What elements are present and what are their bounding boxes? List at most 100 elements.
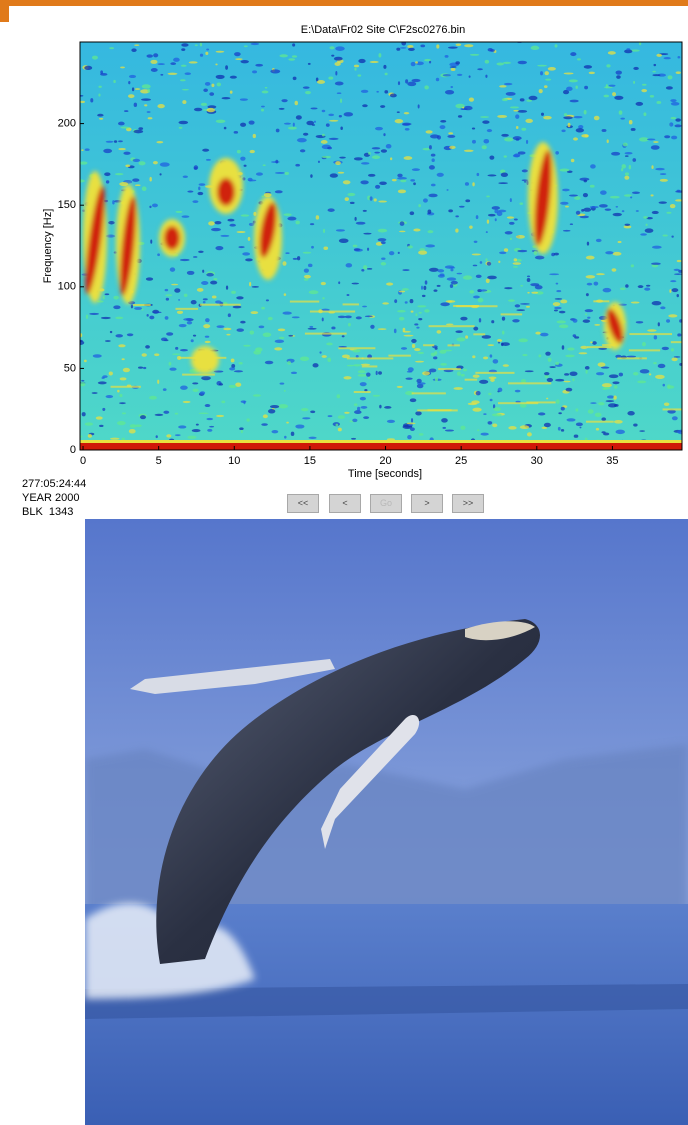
texture-dot <box>281 99 287 102</box>
texture-dot <box>437 330 442 334</box>
texture-dot <box>182 100 186 104</box>
texture-dot <box>142 84 151 88</box>
texture-dot <box>447 135 455 138</box>
texture-dot <box>405 301 408 303</box>
texture-dot <box>667 75 672 79</box>
texture-dot <box>292 55 297 57</box>
texture-dot <box>513 154 520 157</box>
texture-dot <box>555 298 562 300</box>
texture-dot <box>295 164 300 167</box>
texture-dot <box>526 306 530 308</box>
y-tick-label: 150 <box>58 199 76 211</box>
texture-dot <box>310 410 315 413</box>
texture-dot <box>248 237 251 241</box>
texture-dot <box>514 258 517 261</box>
texture-dot <box>231 291 236 294</box>
texture-dot <box>427 210 431 214</box>
texture-dot <box>566 87 573 91</box>
x-tick-label: 35 <box>606 455 618 467</box>
texture-dot <box>599 204 608 207</box>
texture-dot <box>240 157 245 161</box>
texture-dot <box>671 236 673 238</box>
texture-streak <box>498 402 538 404</box>
texture-dot <box>537 65 547 67</box>
texture-dot <box>418 352 424 354</box>
texture-dot <box>122 412 126 414</box>
texture-dot <box>169 362 172 366</box>
texture-dot <box>520 285 523 287</box>
texture-dot <box>499 251 506 254</box>
last-button[interactable]: >> <box>452 494 484 513</box>
texture-dot <box>666 212 671 214</box>
texture-dot <box>128 94 134 98</box>
texture-dot <box>392 179 397 181</box>
baseline-band <box>80 443 682 450</box>
texture-dot <box>567 348 574 351</box>
texture-streak <box>501 313 523 315</box>
texture-dot <box>672 288 679 292</box>
texture-dot <box>336 424 339 427</box>
texture-dot <box>451 68 456 71</box>
texture-dot <box>335 71 337 76</box>
texture-dot <box>526 100 532 102</box>
texture-dot <box>590 185 595 188</box>
texture-dot <box>513 266 518 268</box>
texture-dot <box>200 54 203 57</box>
texture-dot <box>415 61 418 63</box>
texture-dot <box>133 159 140 162</box>
texture-dot <box>549 366 555 368</box>
texture-dot <box>379 181 387 185</box>
texture-dot <box>625 284 628 288</box>
texture-dot <box>353 245 358 248</box>
texture-dot <box>650 95 654 98</box>
texture-dot <box>440 120 446 123</box>
texture-dot <box>459 206 465 208</box>
texture-dot <box>339 115 342 117</box>
texture-dot <box>464 150 474 152</box>
texture-dot <box>179 324 187 327</box>
texture-dot <box>419 248 425 251</box>
texture-dot <box>202 270 204 273</box>
texture-dot <box>611 152 620 156</box>
texture-dot <box>209 426 214 428</box>
texture-dot <box>445 429 454 431</box>
texture-dot <box>151 68 158 72</box>
texture-streak <box>475 372 514 374</box>
texture-dot <box>514 218 518 220</box>
texture-dot <box>248 180 256 182</box>
texture-dot <box>545 352 550 356</box>
texture-dot <box>128 81 130 84</box>
texture-dot <box>416 379 421 383</box>
texture-dot <box>479 318 481 322</box>
texture-dot <box>170 267 175 271</box>
texture-dot <box>486 279 490 284</box>
texture-dot <box>357 407 360 411</box>
texture-dot <box>102 408 105 411</box>
texture-dot <box>595 413 602 417</box>
texture-dot <box>110 438 120 440</box>
texture-dot <box>517 110 527 113</box>
texture-dot <box>357 74 361 76</box>
texture-dot <box>181 43 188 46</box>
go-button[interactable]: Go <box>370 494 402 513</box>
texture-dot <box>183 175 188 178</box>
texture-dot <box>404 112 409 114</box>
texture-dot <box>216 415 224 417</box>
texture-dot <box>381 149 387 152</box>
texture-dot <box>662 347 669 350</box>
texture-dot <box>543 116 551 120</box>
info-block: BLK 1343 <box>22 505 73 519</box>
next-button[interactable]: > <box>411 494 443 513</box>
texture-dot <box>407 45 413 48</box>
texture-dot <box>605 208 611 210</box>
texture-dot <box>171 284 178 286</box>
texture-dot <box>613 252 622 256</box>
first-button[interactable]: << <box>287 494 319 513</box>
texture-dot <box>535 332 540 335</box>
texture-dot <box>157 380 159 384</box>
texture-dot <box>449 146 456 149</box>
texture-dot <box>101 317 111 319</box>
prev-button[interactable]: < <box>329 494 361 513</box>
texture-dot <box>400 221 405 226</box>
texture-dot <box>361 269 364 272</box>
